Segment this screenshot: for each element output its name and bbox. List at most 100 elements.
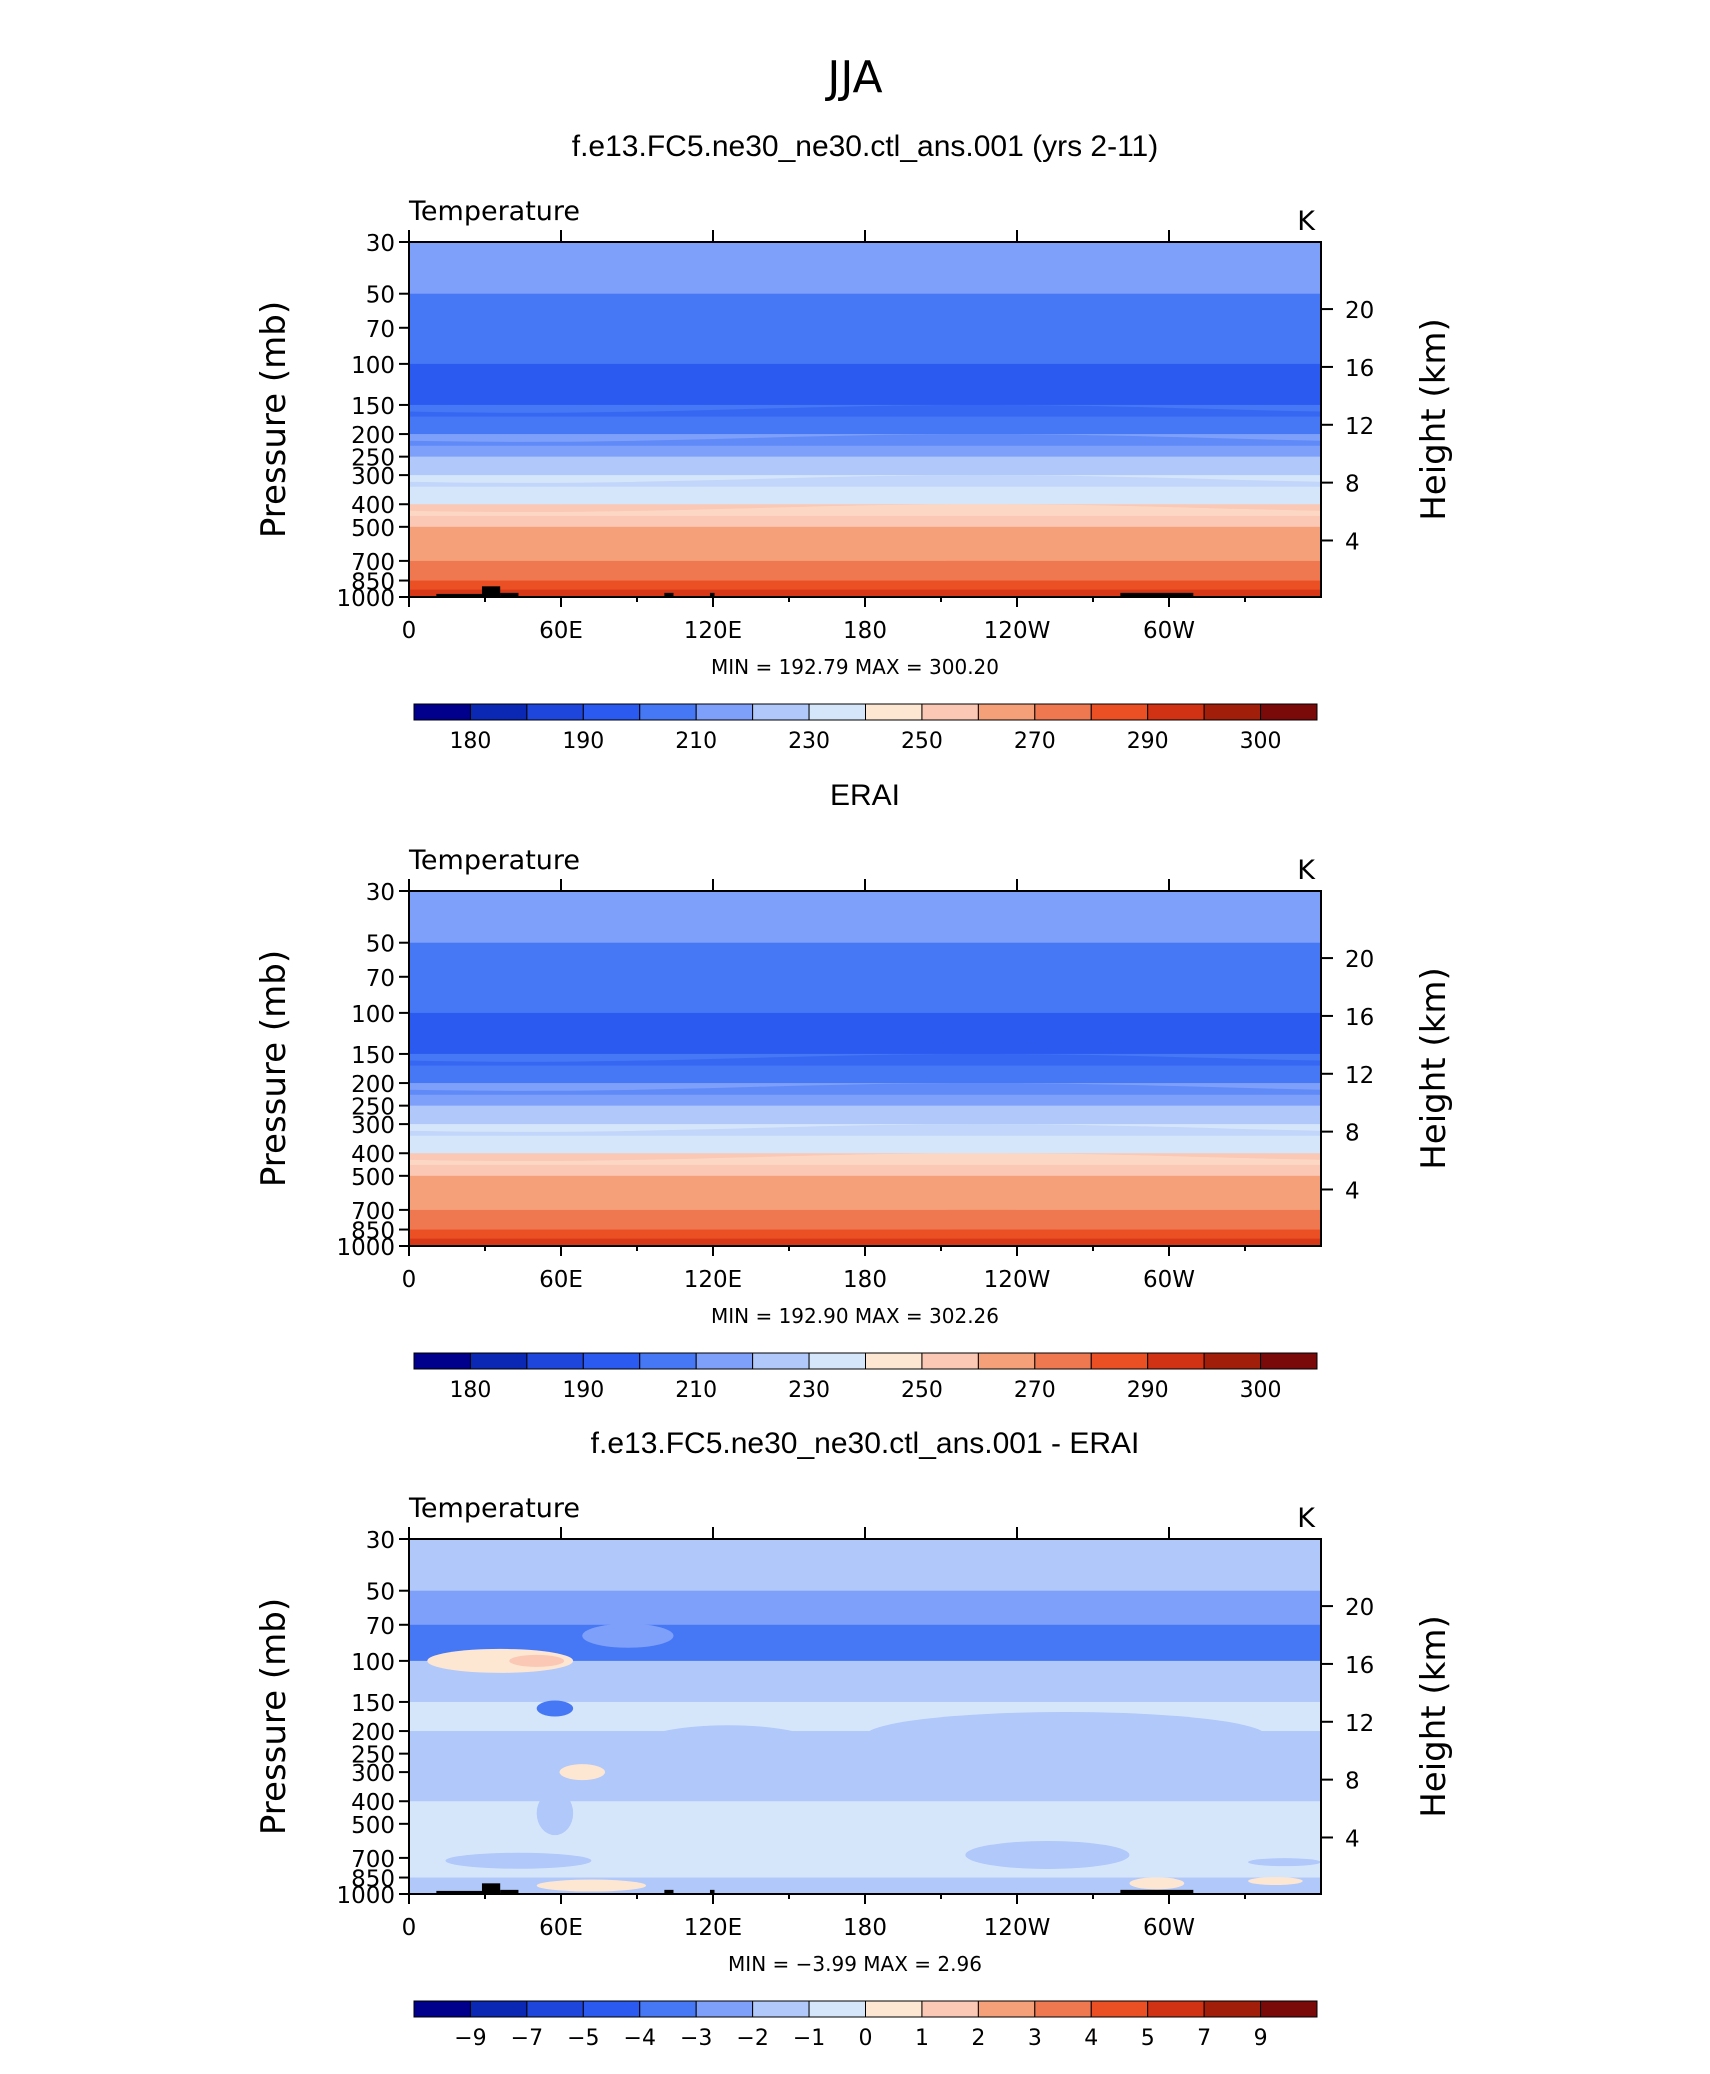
colorbar-cell xyxy=(1203,703,1262,721)
units-label: K xyxy=(1297,206,1316,237)
colorbar-cell xyxy=(865,2000,923,2018)
y-right-tick-label: 20 xyxy=(1345,1595,1374,1621)
colorbar-label: 300 xyxy=(1240,729,1282,754)
colorbar-label: −5 xyxy=(567,2026,599,2051)
contour-blob xyxy=(445,1852,592,1869)
contour-band xyxy=(409,1175,1321,1211)
y-tick-label: 250 xyxy=(351,1095,395,1121)
contour-wave xyxy=(409,475,1321,487)
colorbar-cell xyxy=(1260,703,1318,721)
colorbar-label: −2 xyxy=(736,2026,768,2051)
surface-band xyxy=(409,589,1321,597)
topography-block xyxy=(481,1883,501,1894)
contour-wave xyxy=(409,1083,1321,1095)
contour-field xyxy=(409,1539,1321,1894)
y-right-tick-label: 16 xyxy=(1345,1653,1374,1679)
y-tick-label: 1000 xyxy=(336,1883,395,1909)
colorbar-cell xyxy=(808,703,866,721)
colorbar-cell xyxy=(921,703,979,721)
contour-wave xyxy=(409,1229,1321,1242)
colorbar-cell xyxy=(865,1352,923,1370)
contour-wave xyxy=(409,560,1321,573)
variable-label: Temperature xyxy=(408,196,580,227)
contour-blob xyxy=(509,1654,565,1667)
y-tick-label: 200 xyxy=(351,1072,395,1098)
panel-1: f.e13.FC5.ne30_ne30.ctl_ans.001 (yrs 2-1… xyxy=(254,130,1454,754)
contour-blob xyxy=(427,1648,574,1673)
y-tick-label: 70 xyxy=(366,1614,395,1640)
colorbar-cell xyxy=(921,1352,979,1370)
y-right-tick-label: 16 xyxy=(1345,1005,1374,1031)
colorbar-cell xyxy=(1147,1352,1205,1370)
colorbar-cell xyxy=(865,703,923,721)
colorbar-cell xyxy=(1260,2000,1318,2018)
topography-block xyxy=(664,592,674,597)
y-tick-label: 700 xyxy=(351,1199,395,1225)
y-right-tick-label: 8 xyxy=(1345,1769,1360,1795)
contour-wave xyxy=(409,1153,1321,1165)
topography-block xyxy=(436,593,501,597)
y-tick-label: 1000 xyxy=(336,586,395,612)
y-tick-label: 700 xyxy=(351,1847,395,1873)
y-tick-label: 700 xyxy=(351,550,395,576)
contour-band xyxy=(409,942,1321,978)
colorbar-label: 7 xyxy=(1197,2026,1211,2051)
y-right-tick-label: 20 xyxy=(1345,947,1374,973)
contour-band xyxy=(409,1590,1321,1626)
colorbar-label: 230 xyxy=(788,1378,830,1403)
contour-band xyxy=(409,891,1321,944)
contour-field xyxy=(409,242,1321,597)
y-right-tick-label: 4 xyxy=(1345,529,1360,555)
colorbar-cell xyxy=(1090,2000,1149,2018)
panel-3: f.e13.FC5.ne30_ne30.ctl_ans.001 - ERAI Te… xyxy=(254,1427,1454,2051)
contour-band xyxy=(409,526,1321,562)
colorbar-label: −7 xyxy=(511,2026,543,2051)
min-max-stats: MIN = 192.90 MAX = 302.26 xyxy=(711,1304,999,1328)
topography-block xyxy=(709,592,715,597)
colorbar-label: −4 xyxy=(624,2026,656,2051)
colorbar-cell xyxy=(695,2000,754,2018)
y-tick-label: 150 xyxy=(351,1691,395,1717)
contour-blob xyxy=(1248,1858,1321,1867)
variable-label: Temperature xyxy=(408,845,580,876)
colorbar-label: 300 xyxy=(1240,1378,1282,1403)
colorbar-cell xyxy=(808,2000,866,2018)
x-tick-label: 180 xyxy=(843,1915,887,1941)
y-tick-label: 850 xyxy=(351,1219,395,1245)
colorbar-label: 1 xyxy=(915,2026,929,2051)
y-right-axis-label: Height (km) xyxy=(1414,967,1454,1170)
y-tick-label: 850 xyxy=(351,1867,395,1893)
contour-blob xyxy=(559,1764,606,1781)
y-tick-label: 150 xyxy=(351,394,395,420)
y-right-axis-label: Height (km) xyxy=(1414,318,1454,521)
y-tick-label: 500 xyxy=(351,1165,395,1191)
x-tick-label: 60E xyxy=(539,618,583,644)
colorbar-label: 190 xyxy=(562,729,604,754)
colorbar-cell xyxy=(1034,2000,1092,2018)
x-tick-label: 120E xyxy=(684,1915,742,1941)
topography-block xyxy=(500,592,519,597)
contour-blob xyxy=(536,1791,574,1836)
colorbar-label: 180 xyxy=(449,1378,491,1403)
contour-wave xyxy=(409,1209,1321,1222)
colorbar-label: 0 xyxy=(859,2026,873,2051)
topography-block xyxy=(481,586,501,597)
y-tick-label: 850 xyxy=(351,570,395,596)
colorbar-cell xyxy=(413,2000,471,2018)
y-tick-label: 50 xyxy=(366,1580,395,1606)
y-tick-label: 100 xyxy=(351,1002,395,1028)
y-tick-label: 400 xyxy=(351,1790,395,1816)
y-tick-label: 70 xyxy=(366,966,395,992)
contour-band xyxy=(409,976,1321,1014)
y-tick-label: 300 xyxy=(351,1113,395,1139)
y-axis-label: Pressure (mb) xyxy=(254,950,294,1187)
y-tick-label: 250 xyxy=(351,1743,395,1769)
contour-wave xyxy=(409,580,1321,593)
colorbar-label: 270 xyxy=(1014,729,1056,754)
units-label: K xyxy=(1297,855,1316,886)
y-tick-label: 50 xyxy=(366,283,395,309)
colorbar-cell xyxy=(1090,703,1149,721)
colorbar-cell xyxy=(695,703,754,721)
y-right-tick-label: 12 xyxy=(1345,1711,1374,1737)
x-tick-label: 120W xyxy=(984,618,1051,644)
